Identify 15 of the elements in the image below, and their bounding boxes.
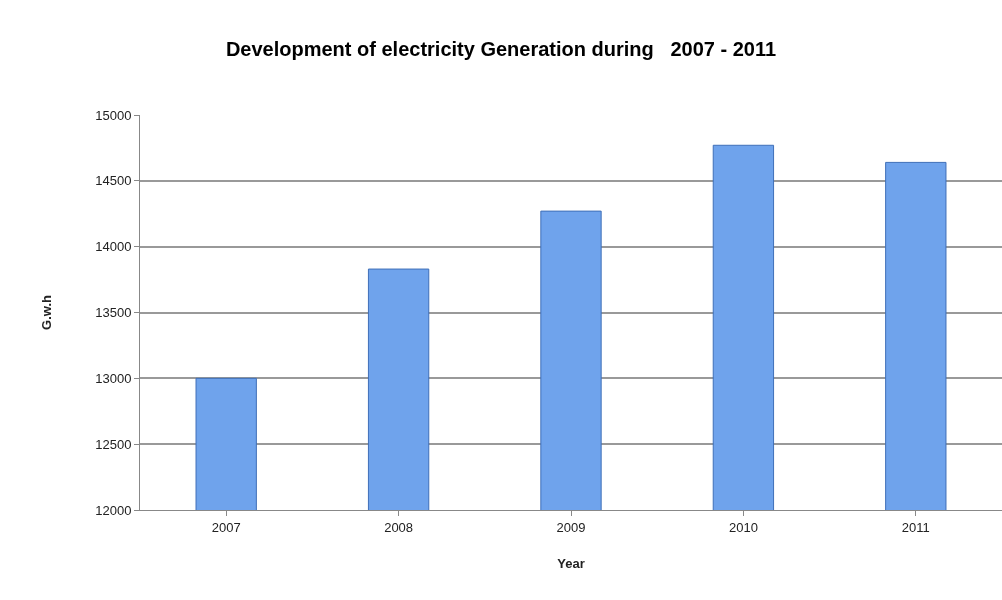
y-tick-label: 12000 bbox=[95, 502, 132, 518]
x-tick-label: 2009 bbox=[556, 519, 586, 535]
y-tick-label: 12500 bbox=[95, 436, 132, 452]
y-axis-title: G.w.h bbox=[39, 294, 55, 330]
x-tick-label: 2008 bbox=[384, 519, 414, 535]
y-tick-label: 13500 bbox=[95, 305, 132, 321]
chart-title: Development of electricity Generation during 2007 - 2011 bbox=[225, 38, 777, 60]
x-tick-label: 2010 bbox=[728, 519, 758, 535]
y-tick-label: 14500 bbox=[95, 173, 132, 189]
y-tick-label: 13000 bbox=[95, 370, 132, 386]
x-tick-label: 2007 bbox=[211, 519, 241, 535]
x-tick-label: 2011 bbox=[901, 519, 930, 535]
y-tick-label: 14000 bbox=[95, 239, 132, 255]
y-tick-label: 15000 bbox=[95, 107, 132, 123]
x-axis-title: Year bbox=[557, 556, 585, 572]
